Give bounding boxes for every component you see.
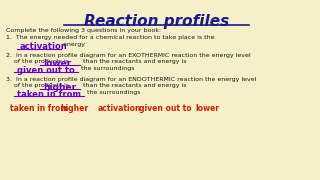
Text: than the reactants and energy is: than the reactants and energy is [81,83,187,88]
Text: of the products is: of the products is [6,59,71,64]
Text: activation: activation [98,104,141,113]
Text: than the reactants and energy is: than the reactants and energy is [81,59,187,64]
Text: given out to: given out to [17,66,74,75]
Text: activation: activation [20,42,67,51]
Text: taken in from: taken in from [17,90,81,99]
Text: lower: lower [196,104,220,113]
Text: the surroundings: the surroundings [85,90,140,95]
Text: higher: higher [43,83,76,92]
Text: energy: energy [60,42,84,47]
Text: lower: lower [43,59,71,68]
Text: of the products is: of the products is [6,83,71,88]
Text: taken in from: taken in from [10,104,68,113]
Text: Complete the following 3 questions in your book:: Complete the following 3 questions in yo… [6,28,161,33]
Text: 2.  In a reaction profile diagram for an EXOTHERMIC reaction the energy level: 2. In a reaction profile diagram for an … [6,53,251,58]
Text: 1.  The energy needed for a chemical reaction to take place is the: 1. The energy needed for a chemical reac… [6,35,214,40]
Text: 3.  In a reaction profile diagram for an ENDOTHERMIC reaction the energy level: 3. In a reaction profile diagram for an … [6,77,256,82]
Text: the surroundings: the surroundings [79,66,135,71]
Text: higher: higher [60,104,89,113]
Text: Reaction profiles: Reaction profiles [84,14,229,29]
Text: given out to: given out to [139,104,191,113]
